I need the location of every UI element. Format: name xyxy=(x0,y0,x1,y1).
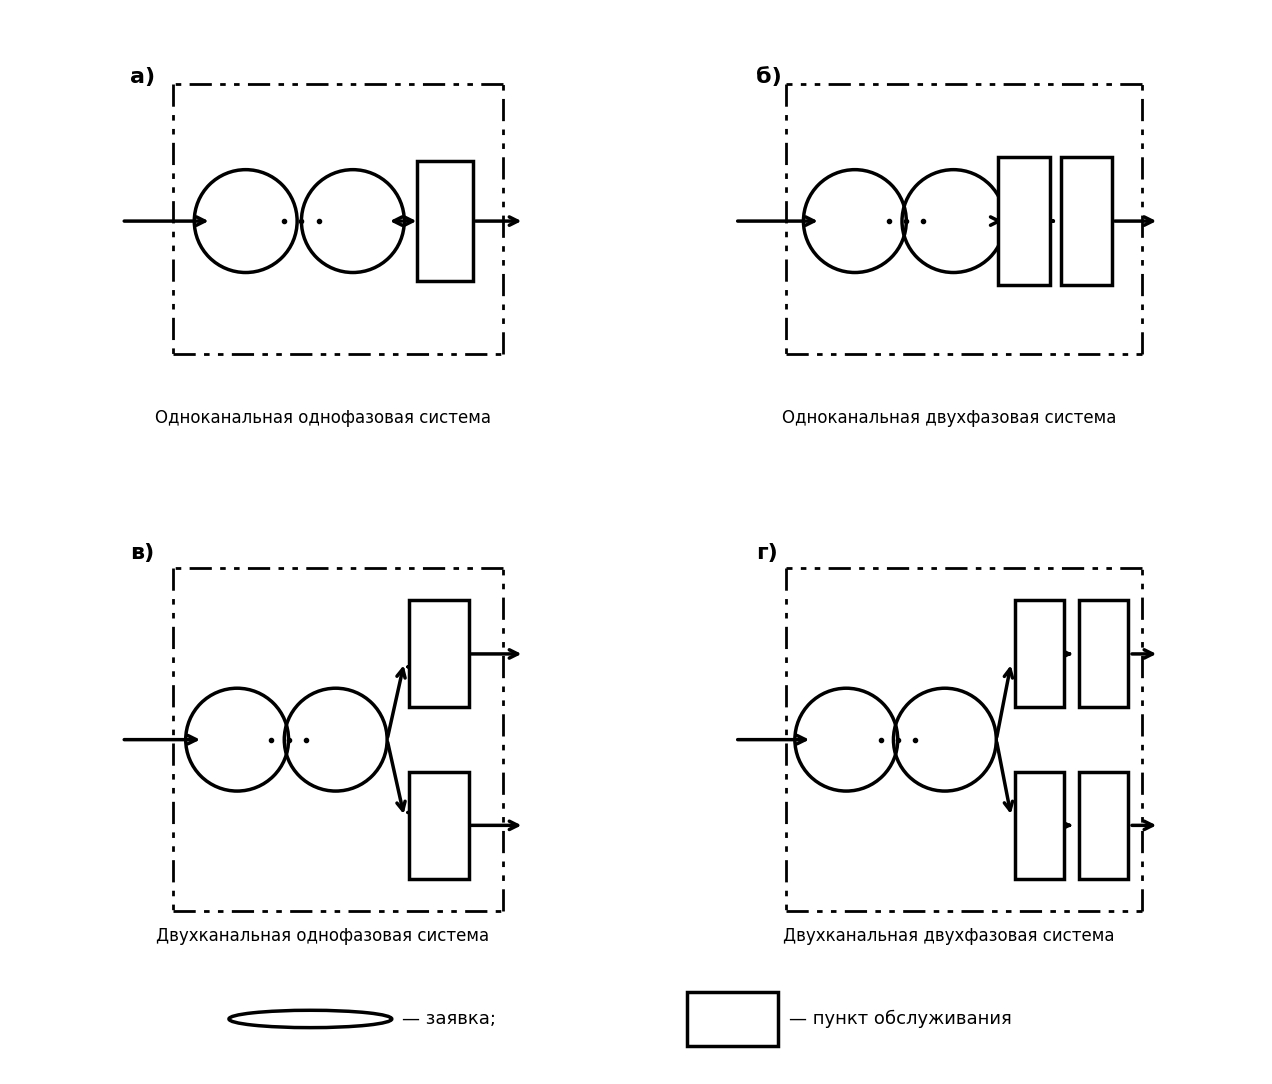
Text: Одноканальная однофазовая система: Одноканальная однофазовая система xyxy=(155,409,491,427)
Bar xyxy=(408,601,468,708)
Text: б): б) xyxy=(757,67,782,87)
Bar xyxy=(1015,772,1063,879)
Text: в): в) xyxy=(130,542,154,563)
Bar xyxy=(999,157,1049,285)
Bar xyxy=(687,992,778,1046)
Text: — заявка;: — заявка; xyxy=(402,1010,496,1028)
Text: Одноканальная двухфазовая система: Одноканальная двухфазовая система xyxy=(782,409,1117,427)
Text: Двухканальная двухфазовая система: Двухканальная двухфазовая система xyxy=(784,927,1114,945)
Text: г): г) xyxy=(757,542,778,563)
Bar xyxy=(1061,157,1112,285)
Bar xyxy=(408,772,468,879)
Bar xyxy=(1015,601,1063,708)
Text: а): а) xyxy=(130,67,155,87)
Text: — пункт обслуживания: — пункт обслуживания xyxy=(789,1010,1011,1028)
Text: Двухканальная однофазовая система: Двухканальная однофазовая система xyxy=(156,927,490,945)
Bar xyxy=(417,162,473,281)
Bar xyxy=(1079,772,1128,879)
Bar xyxy=(1079,601,1128,708)
